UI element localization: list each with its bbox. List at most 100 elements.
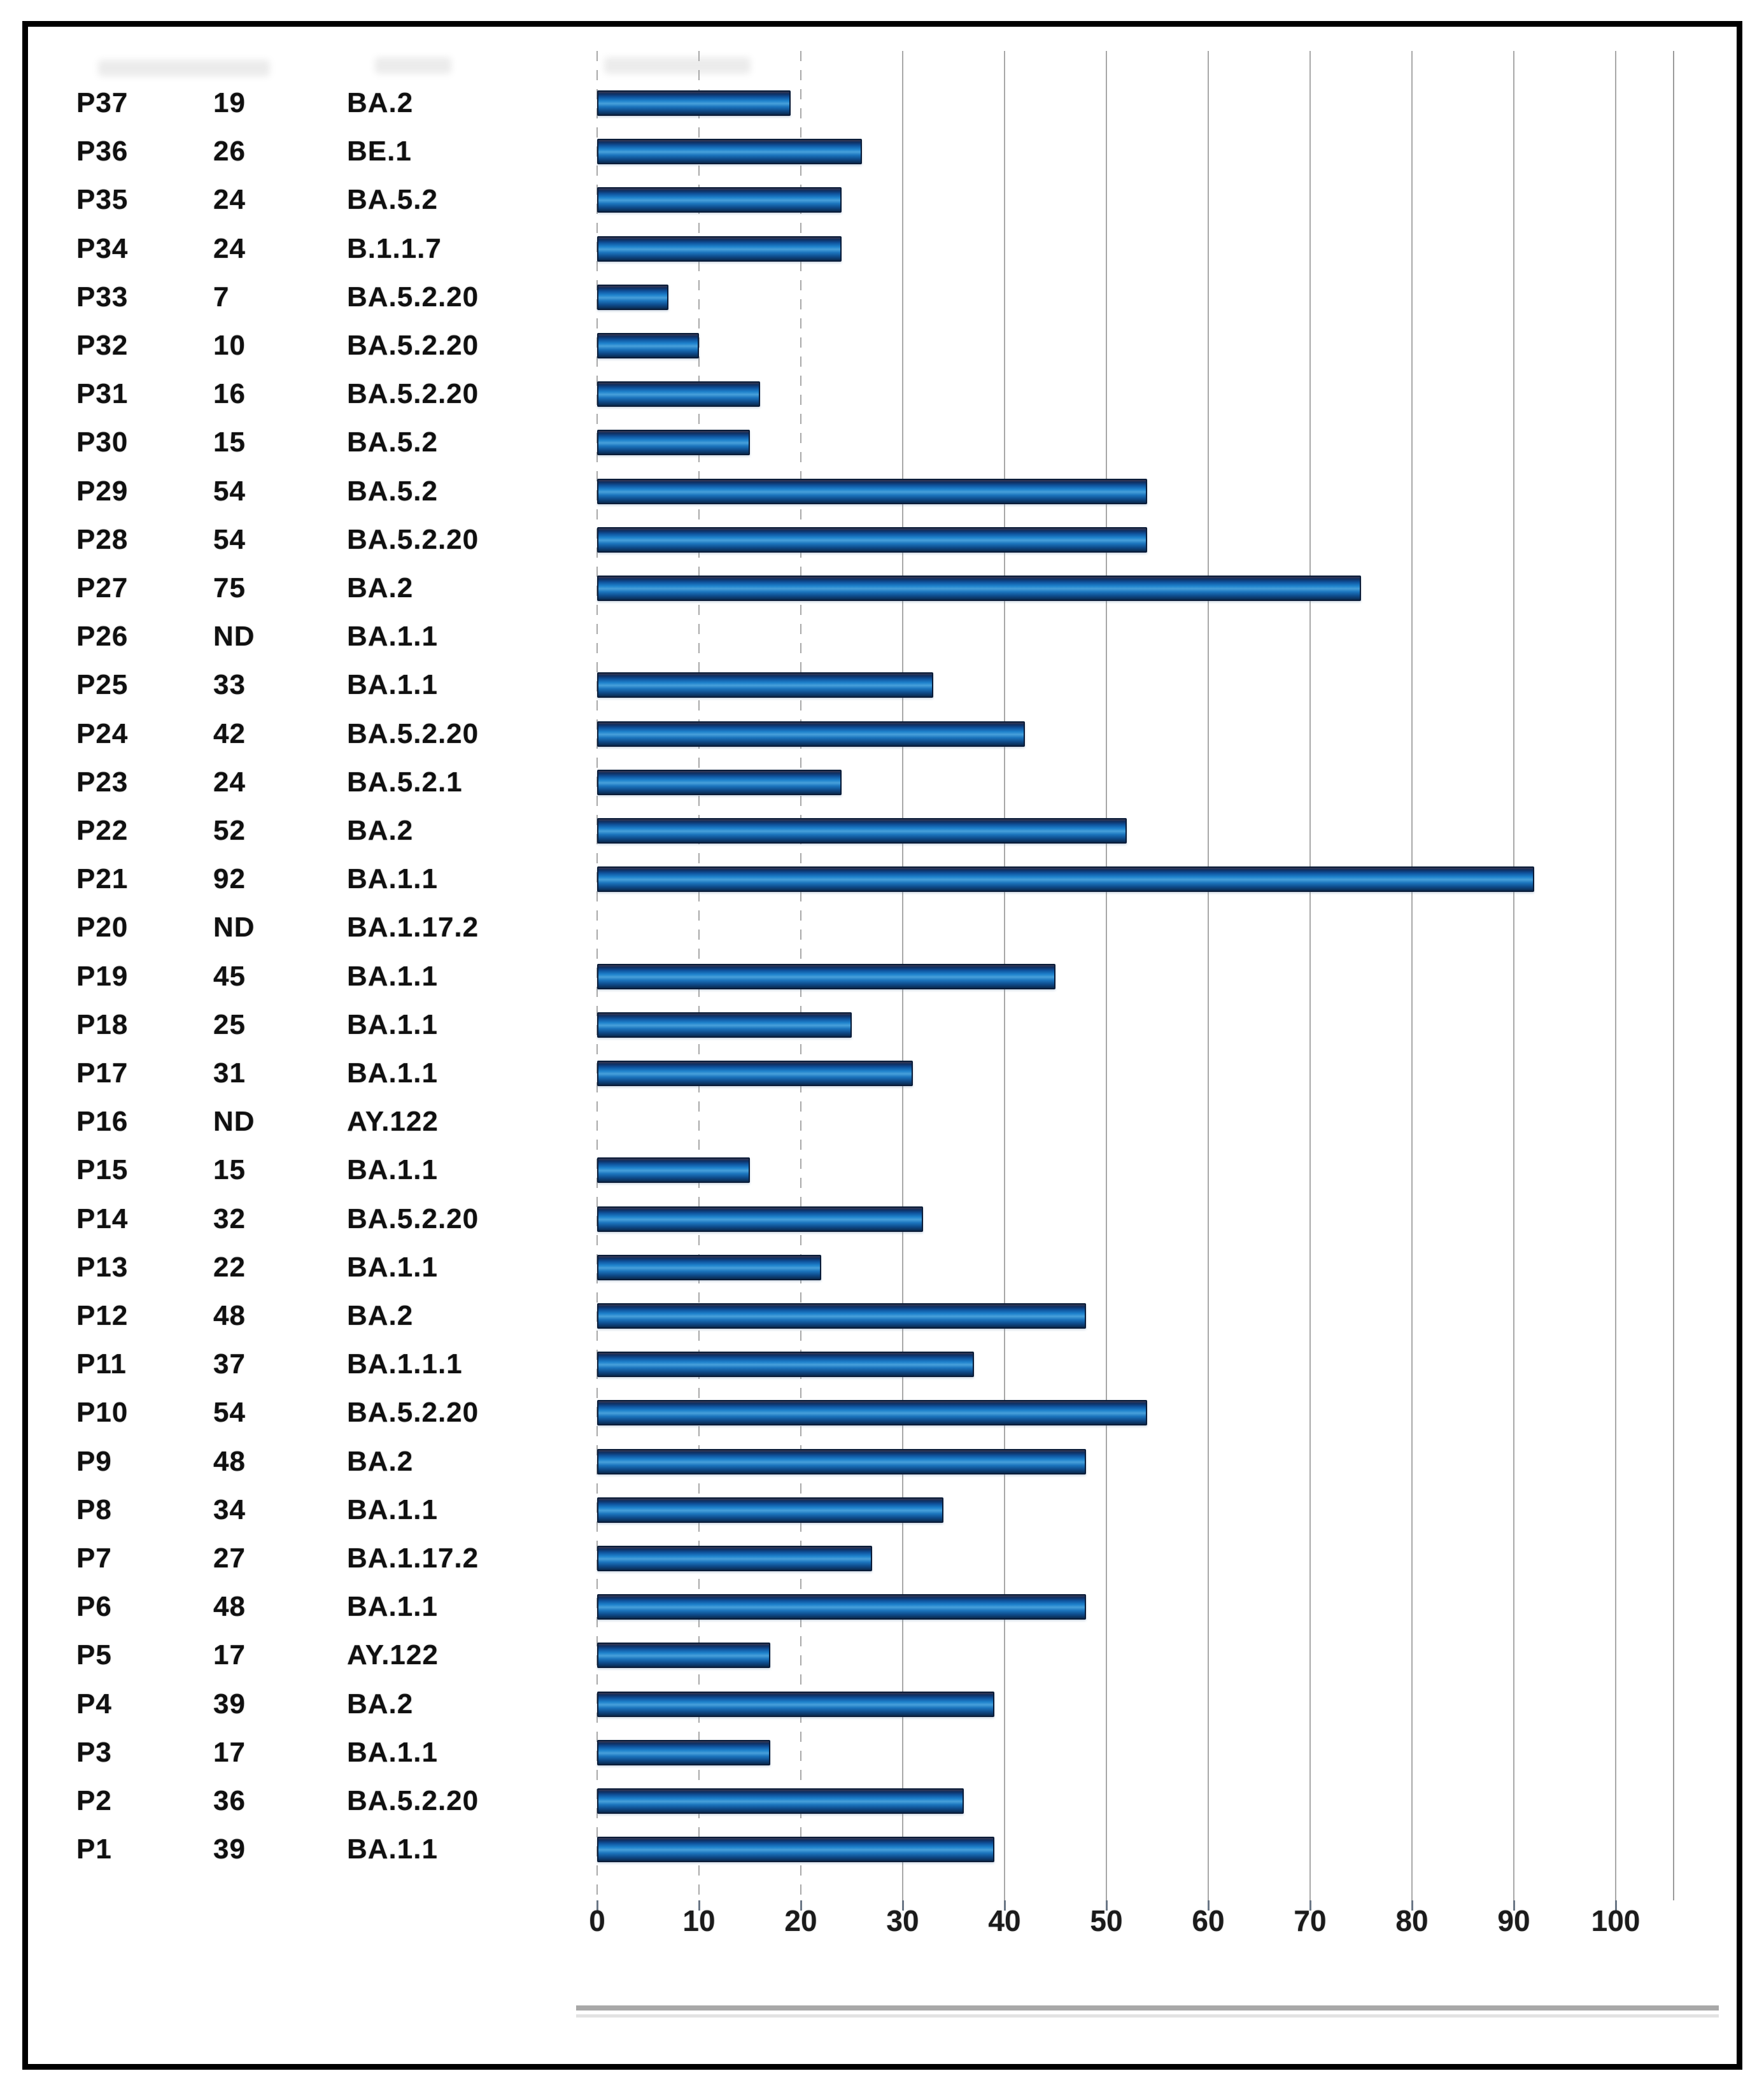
patient-id-label: P3 xyxy=(76,1736,112,1768)
patient-id-label: P9 xyxy=(76,1445,112,1477)
variant-label: BA.1.1 xyxy=(347,1834,438,1865)
axis-tick xyxy=(1208,1900,1210,1911)
patient-id-label: P10 xyxy=(76,1397,129,1429)
value-label: 37 xyxy=(213,1348,246,1380)
bar xyxy=(597,284,668,310)
bar xyxy=(597,1254,821,1280)
patient-id-label: P8 xyxy=(76,1494,112,1525)
bar xyxy=(597,1837,994,1863)
value-label: ND xyxy=(213,621,255,653)
variant-label: BA.1.1 xyxy=(347,863,438,895)
patient-id-label: P26 xyxy=(76,621,129,653)
bar xyxy=(597,672,933,698)
bar xyxy=(597,381,760,407)
gridline xyxy=(1309,51,1311,1900)
bar xyxy=(597,1739,770,1765)
bar xyxy=(597,527,1147,553)
patient-id-label: P28 xyxy=(76,523,129,555)
patient-id-label: P4 xyxy=(76,1688,112,1720)
value-label: 24 xyxy=(213,766,246,798)
value-label: 26 xyxy=(213,136,246,167)
variant-label: BA.1.1 xyxy=(347,960,438,992)
value-label: ND xyxy=(213,912,255,944)
variant-label: BA.5.2.20 xyxy=(347,523,479,555)
value-label: ND xyxy=(213,1106,255,1138)
patient-id-label: P2 xyxy=(76,1785,112,1816)
value-label: 54 xyxy=(213,523,246,555)
axis-tick-label: 100 xyxy=(1591,1904,1641,1937)
bar xyxy=(597,187,842,213)
bar xyxy=(597,1400,1147,1426)
axis-tick xyxy=(1004,1900,1006,1911)
value-label: 24 xyxy=(213,232,246,264)
patient-id-label: P30 xyxy=(76,427,129,458)
value-label: 39 xyxy=(213,1688,246,1720)
variant-label: BA.1.1 xyxy=(347,1494,438,1525)
axis-tick xyxy=(1615,1900,1617,1911)
variant-label: BA.5.2.20 xyxy=(347,330,479,361)
patient-id-label: P34 xyxy=(76,232,129,264)
figure-frame: P37 19 BA.2 P36 26 BE.1 P35 24 BA.5.2 P34 24 B.1.1.… xyxy=(22,21,1742,2070)
patient-id-label: P35 xyxy=(76,184,129,216)
variant-label: BA.5.2 xyxy=(347,184,438,216)
patient-id-label: P33 xyxy=(76,281,129,313)
patient-id-label: P7 xyxy=(76,1543,112,1574)
variant-label: BA.1.1 xyxy=(347,669,438,701)
gridline xyxy=(1411,51,1413,1900)
patient-id-label: P12 xyxy=(76,1300,129,1331)
patient-id-label: P29 xyxy=(76,475,129,507)
variant-label: BA.2 xyxy=(347,1445,414,1477)
patient-id-label: P18 xyxy=(76,1008,129,1040)
value-label: 48 xyxy=(213,1300,246,1331)
variant-label: BA.1.1 xyxy=(347,1251,438,1283)
patient-id-label: P31 xyxy=(76,378,129,410)
bar xyxy=(597,1061,913,1086)
variant-label: AY.122 xyxy=(347,1639,439,1671)
value-label: 15 xyxy=(213,427,246,458)
patient-id-label: P6 xyxy=(76,1591,112,1623)
variant-label: BA.2 xyxy=(347,1300,414,1331)
value-label: 32 xyxy=(213,1203,246,1234)
variant-label: BA.5.2.20 xyxy=(347,1785,479,1816)
bar xyxy=(597,478,1147,504)
value-label: 31 xyxy=(213,1057,246,1089)
value-label: 22 xyxy=(213,1251,246,1283)
axis-tick xyxy=(1309,1900,1311,1911)
value-label: 42 xyxy=(213,717,246,749)
patient-id-label: P36 xyxy=(76,136,129,167)
axis-tick xyxy=(698,1900,700,1911)
value-label: 17 xyxy=(213,1639,246,1671)
value-label: 36 xyxy=(213,1785,246,1816)
value-label: 54 xyxy=(213,1397,246,1429)
bar xyxy=(597,818,1127,844)
variant-label: BA.5.2.20 xyxy=(347,1203,479,1234)
bar xyxy=(597,1448,1086,1474)
axis-tick xyxy=(902,1900,904,1911)
plot-right-border xyxy=(1673,51,1674,1900)
variant-label: BA.1.1.1 xyxy=(347,1348,463,1380)
axis-tick xyxy=(596,1900,598,1911)
variant-label: AY.122 xyxy=(347,1106,439,1138)
value-label: 92 xyxy=(213,863,246,895)
variant-label: BA.1.1 xyxy=(347,1591,438,1623)
bar xyxy=(597,1788,964,1814)
bar xyxy=(597,1206,923,1232)
variant-label: BA.1.1 xyxy=(347,621,438,653)
patient-id-label: P1 xyxy=(76,1834,112,1865)
variant-label: BA.2 xyxy=(347,815,414,846)
patient-id-label: P11 xyxy=(76,1348,127,1380)
patient-id-label: P19 xyxy=(76,960,129,992)
patient-id-label: P27 xyxy=(76,572,129,604)
value-label: 48 xyxy=(213,1445,246,1477)
value-label: 27 xyxy=(213,1543,246,1574)
variant-label: BA.1.1 xyxy=(347,1736,438,1768)
patient-id-label: P17 xyxy=(76,1057,129,1089)
value-label: 16 xyxy=(213,378,246,410)
variant-label: BA.2 xyxy=(347,87,414,118)
value-label: 17 xyxy=(213,1736,246,1768)
axis-tick-label: 50 xyxy=(1090,1904,1123,1937)
value-label: 19 xyxy=(213,87,246,118)
patient-id-label: P5 xyxy=(76,1639,112,1671)
axis-tick-label: 90 xyxy=(1497,1904,1530,1937)
